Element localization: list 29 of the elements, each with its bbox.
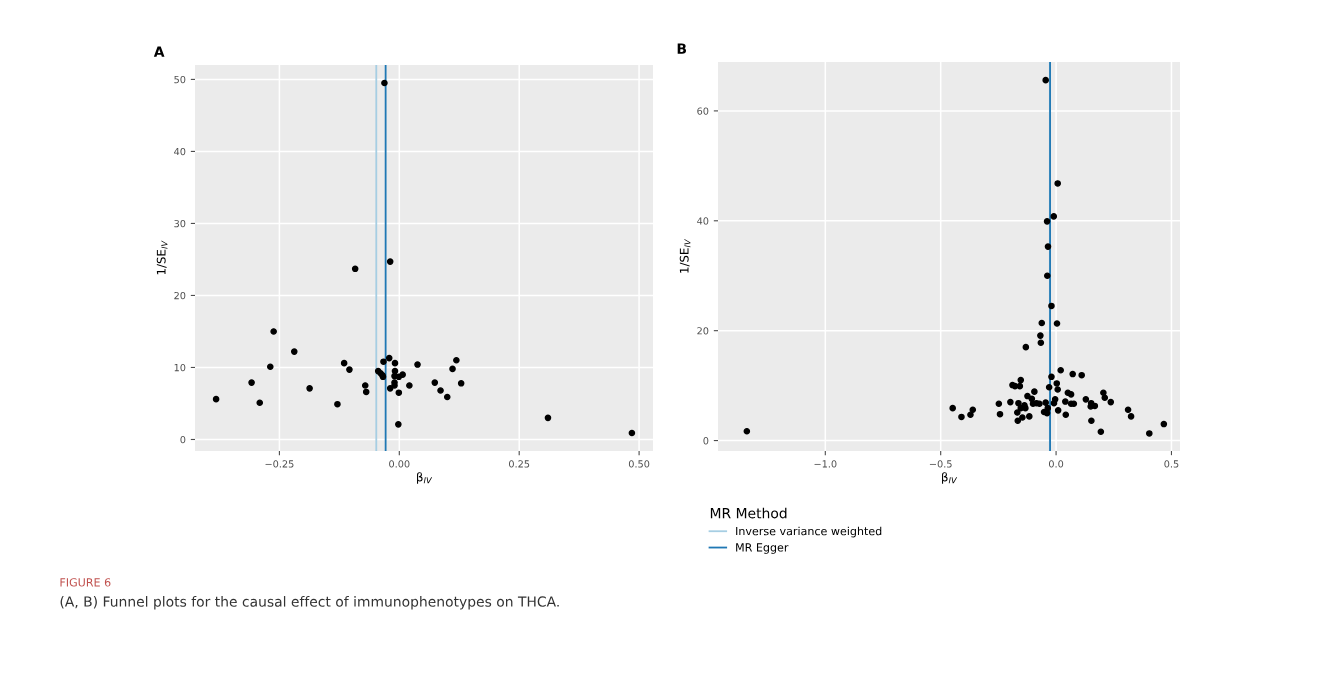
y-axis-title: 1/SE$_{IV}$ (679, 238, 691, 273)
y-tick-label: 10 (174, 363, 186, 372)
x-axis-title: β$_{IV}$ (417, 472, 433, 484)
y-tick-label: 30 (174, 219, 186, 228)
chart-title: A (153, 46, 165, 57)
x-tick-label: −0.25 (265, 460, 294, 468)
caption: FIGURE 6 (60, 578, 111, 587)
y-tick-label: 50 (174, 75, 186, 84)
x-tick-label: 0.0 (1048, 460, 1064, 468)
x-axis-title: β$_{IV}$ (942, 472, 958, 484)
y-tick-label: 60 (697, 107, 709, 115)
x-tick-label: 0.00 (389, 460, 410, 468)
y-tick-label: 40 (174, 147, 186, 156)
y-tick-label: 20 (174, 291, 186, 300)
x-tick-label: −1.0 (814, 460, 837, 468)
y-tick-label: 20 (697, 327, 709, 335)
legend-label: Inverse variance weighted (736, 526, 882, 538)
x-tick-label: 0.5 (1164, 460, 1179, 468)
y-tick-label: 40 (697, 217, 709, 225)
text: (A, B) Funnel plots for the causal effect of immunophenotypes on THCA. (60, 596, 559, 610)
y-axis-title: 1/SE$_{IV}$ (156, 240, 168, 275)
x-tick-label: 0.50 (628, 460, 650, 468)
chart-title: B (677, 43, 687, 54)
y-tick-label: 0 (180, 435, 186, 444)
x-tick-label: 0.25 (509, 460, 530, 468)
legend-label: MR Egger (736, 543, 789, 554)
y-tick-label: 0 (703, 437, 709, 445)
x-tick-label: −0.5 (929, 460, 952, 468)
legend-title: MR Method (710, 507, 787, 519)
